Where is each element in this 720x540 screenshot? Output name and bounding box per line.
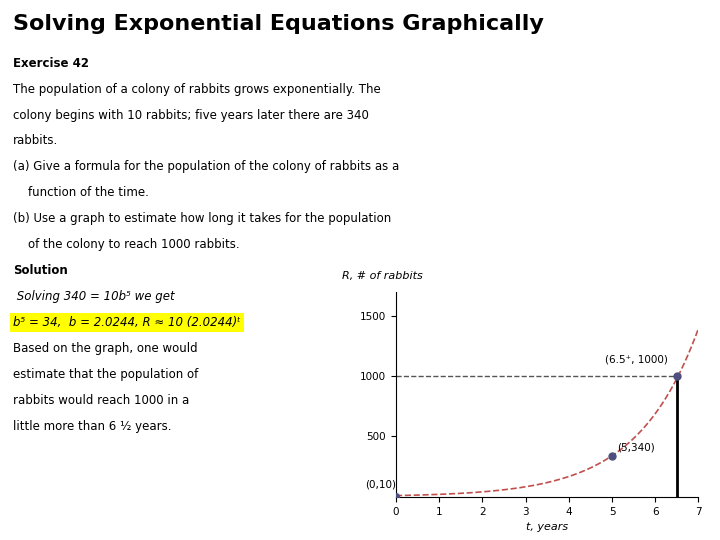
Text: rabbits would reach 1000 in a: rabbits would reach 1000 in a	[13, 394, 189, 407]
Text: of the colony to reach 1000 rabbits.: of the colony to reach 1000 rabbits.	[13, 238, 240, 251]
Text: Solution: Solution	[13, 264, 68, 277]
Text: colony begins with 10 rabbits; five years later there are 340: colony begins with 10 rabbits; five year…	[13, 109, 369, 122]
Text: (0,10): (0,10)	[366, 480, 397, 489]
Text: Solving 340 = 10b⁵ we get: Solving 340 = 10b⁵ we get	[13, 290, 174, 303]
X-axis label: t, years: t, years	[526, 522, 568, 532]
Text: little more than 6 ½ years.: little more than 6 ½ years.	[13, 420, 171, 433]
Text: The population of a colony of rabbits grows exponentially. The: The population of a colony of rabbits gr…	[13, 83, 381, 96]
Text: (5,340): (5,340)	[618, 442, 655, 452]
Text: b⁵ = 34,  b = 2.0244, R ≈ 10 (2.0244)ᵗ: b⁵ = 34, b = 2.0244, R ≈ 10 (2.0244)ᵗ	[13, 316, 240, 329]
Text: rabbits.: rabbits.	[13, 134, 58, 147]
Text: Exercise 42: Exercise 42	[13, 57, 89, 70]
Text: estimate that the population of: estimate that the population of	[13, 368, 198, 381]
Text: (b) Use a graph to estimate how long it takes for the population: (b) Use a graph to estimate how long it …	[13, 212, 391, 225]
Text: function of the time.: function of the time.	[13, 186, 149, 199]
Text: R, # of rabbits: R, # of rabbits	[341, 271, 423, 281]
Text: Based on the graph, one would: Based on the graph, one would	[13, 342, 197, 355]
Text: Solving Exponential Equations Graphically: Solving Exponential Equations Graphicall…	[13, 14, 544, 33]
Text: (6.5⁺, 1000): (6.5⁺, 1000)	[605, 354, 667, 364]
Text: (a) Give a formula for the population of the colony of rabbits as a: (a) Give a formula for the population of…	[13, 160, 399, 173]
